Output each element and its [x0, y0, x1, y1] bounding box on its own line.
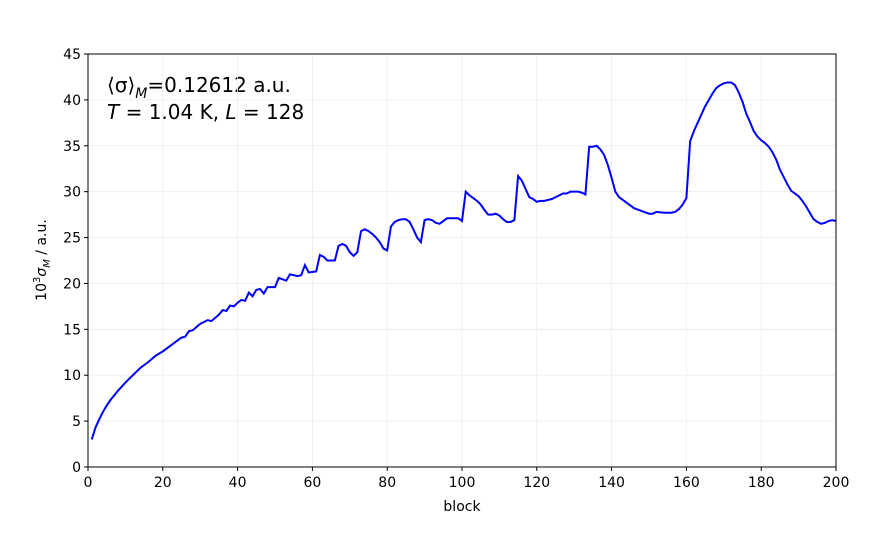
- y-label-part: M: [42, 259, 53, 268]
- annotation-part: = 1.04 K,: [119, 100, 225, 124]
- x-tick-label: 60: [303, 475, 321, 491]
- x-tick-label: 180: [748, 475, 775, 491]
- y-tick-label: 25: [63, 231, 81, 247]
- annotation-part: = 128: [237, 100, 305, 124]
- y-axis-label: 103σM / a.u.: [32, 219, 53, 301]
- y-label-part: / a.u.: [34, 219, 50, 259]
- annotation-part: L: [225, 100, 236, 124]
- y-tick-label: 5: [72, 414, 81, 430]
- y-tick-label: 20: [63, 276, 81, 292]
- y-tick-label: 0: [72, 460, 81, 476]
- y-tick-label: 10: [63, 368, 81, 384]
- x-tick-label: 200: [823, 475, 850, 491]
- x-tick-label: 80: [378, 475, 396, 491]
- y-tick-label: 40: [63, 93, 81, 109]
- x-tick-label: 20: [154, 475, 172, 491]
- annotation: ⟨σ⟩M=0.12612 a.u.: [107, 73, 291, 102]
- x-tick-label: 120: [523, 475, 550, 491]
- y-label-part: 3: [32, 277, 43, 283]
- x-axis-label: block: [443, 499, 481, 515]
- y-tick-label: 15: [63, 322, 81, 338]
- x-tick-label: 140: [598, 475, 625, 491]
- x-tick-label: 160: [673, 475, 700, 491]
- x-tick-label: 40: [229, 475, 247, 491]
- x-tick-label: 100: [449, 475, 476, 491]
- annotation: T = 1.04 K, L = 128: [107, 100, 304, 124]
- y-label-part: σ: [34, 267, 50, 277]
- plot-frame: [87, 53, 837, 468]
- y-label-part: 10: [34, 283, 50, 301]
- annotation-part: ⟨σ⟩: [107, 73, 135, 97]
- annotation-part: T: [107, 100, 121, 124]
- data-line: [90, 81, 837, 440]
- x-tick-label: 0: [84, 475, 93, 491]
- y-tick-label: 30: [63, 185, 81, 201]
- annotation-part: =0.12612 a.u.: [147, 73, 290, 97]
- annotation-part: M: [135, 86, 147, 102]
- y-tick-label: 45: [63, 47, 81, 63]
- y-tick-label: 35: [63, 139, 81, 155]
